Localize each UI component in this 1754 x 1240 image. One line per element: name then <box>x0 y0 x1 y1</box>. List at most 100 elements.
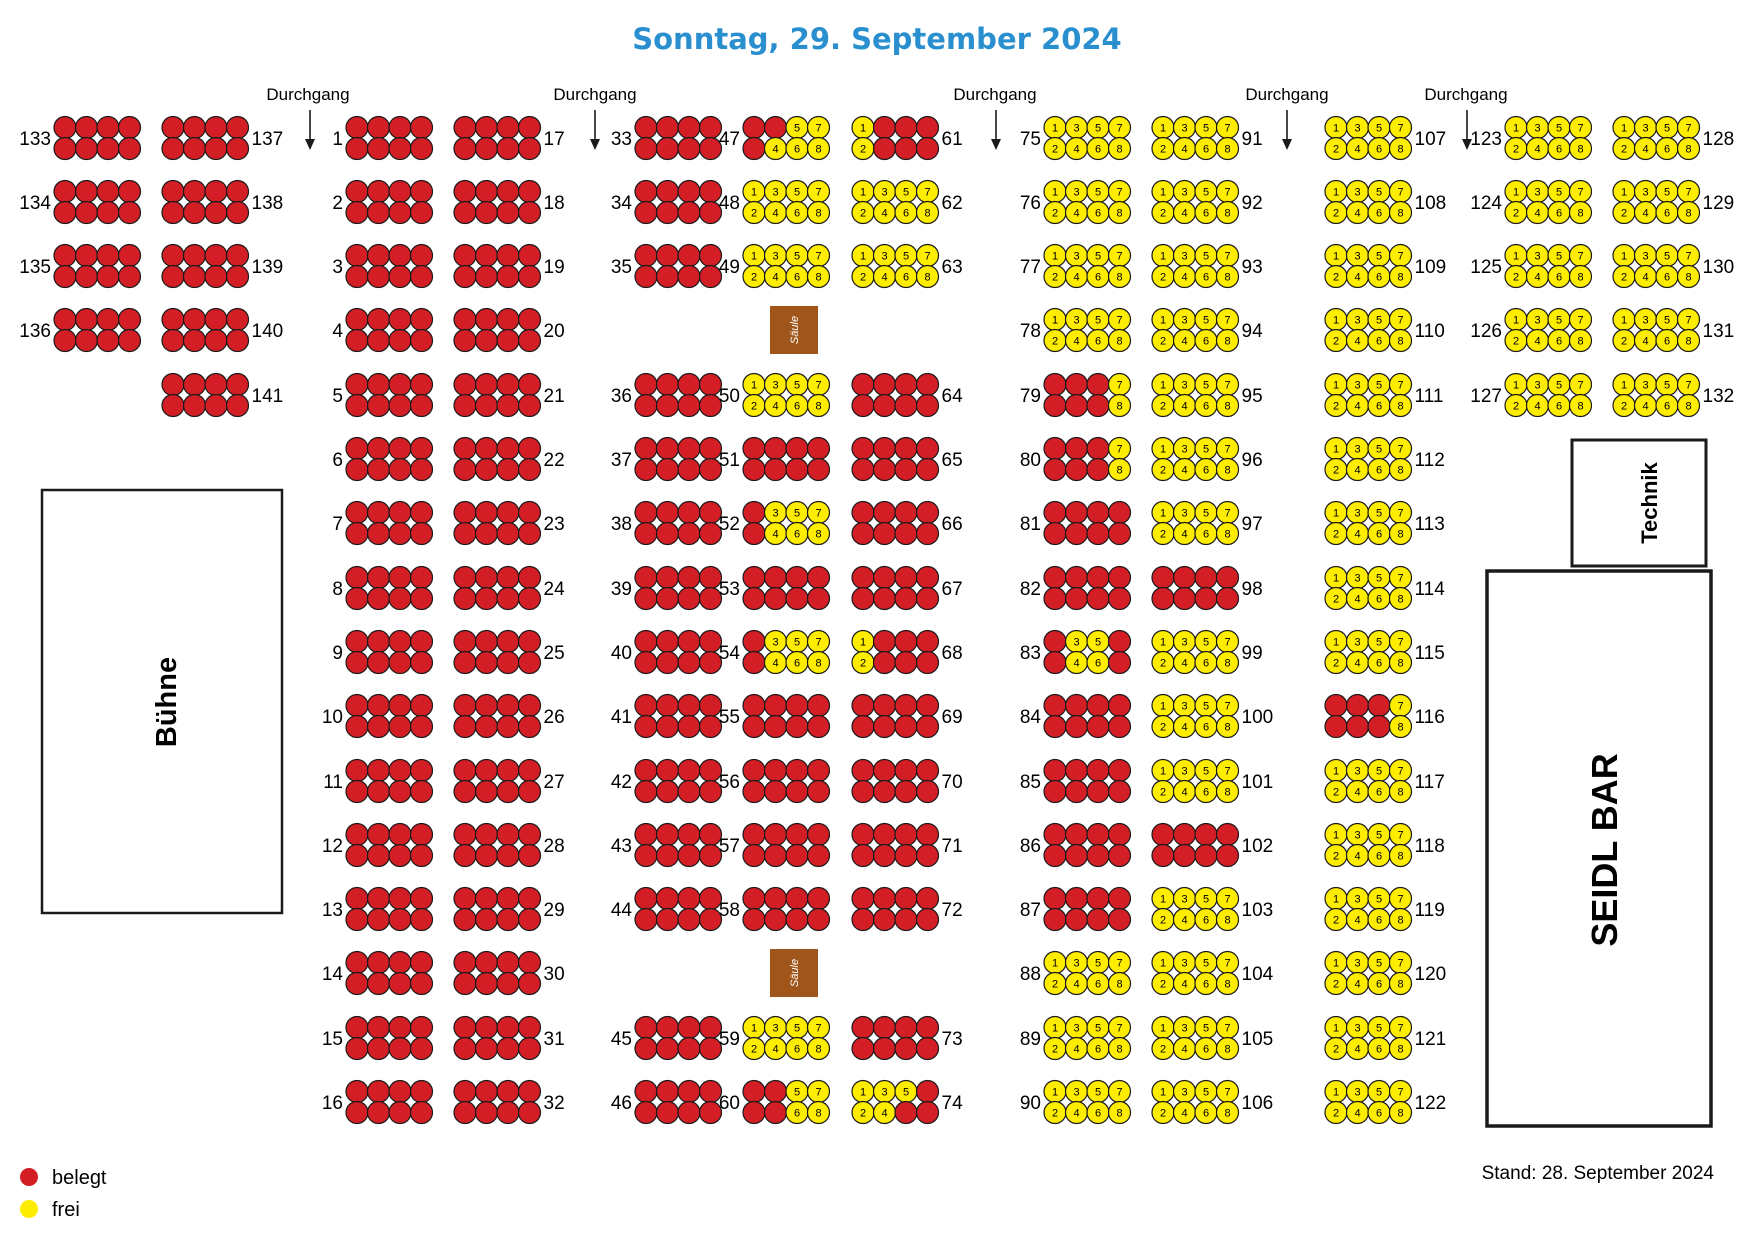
seat-free[interactable]: 1 <box>1324 822 1348 847</box>
seat-occupied[interactable] <box>915 693 940 718</box>
seat-occupied[interactable] <box>204 393 228 418</box>
seat-free[interactable]: 6 <box>1086 650 1110 675</box>
seat-occupied[interactable] <box>409 264 434 289</box>
seat-free[interactable]: 8 <box>1107 457 1132 482</box>
seat-free[interactable]: 3 <box>1064 1079 1089 1104</box>
seat-occupied[interactable] <box>742 565 766 590</box>
seat-free[interactable]: 3 <box>1172 500 1197 525</box>
seat-occupied[interactable] <box>366 565 391 590</box>
seat-free[interactable]: 3 <box>1345 950 1370 975</box>
seat-free[interactable]: 8 <box>1676 393 1701 418</box>
seat-free[interactable]: 3 <box>1633 179 1658 204</box>
seat-free[interactable]: 2 <box>1151 521 1175 546</box>
seat-free[interactable]: 6 <box>1655 393 1679 418</box>
seat-occupied[interactable] <box>225 115 250 140</box>
seat-occupied[interactable] <box>496 1100 520 1125</box>
seat-free[interactable]: 8 <box>1215 650 1240 675</box>
seat-occupied[interactable] <box>915 907 940 932</box>
seat-free[interactable]: 1 <box>851 243 875 268</box>
seat-free[interactable]: 7 <box>1388 179 1413 204</box>
seat-free[interactable]: 4 <box>1064 1100 1089 1125</box>
seat-occupied[interactable] <box>634 136 658 161</box>
seat-occupied[interactable] <box>517 115 542 140</box>
seat-occupied[interactable] <box>1064 500 1089 525</box>
seat-occupied[interactable] <box>474 500 499 525</box>
seat-occupied[interactable] <box>1043 886 1067 911</box>
table-128[interactable]: 1 3 5 72 4 6 8 128 <box>1612 115 1734 161</box>
seat-occupied[interactable] <box>851 693 875 718</box>
seat-free[interactable]: 2 <box>1151 714 1175 739</box>
seat-free[interactable]: 2 <box>1324 457 1348 482</box>
seat-free[interactable]: 1 <box>1151 372 1175 397</box>
seat-occupied[interactable] <box>1151 565 1175 590</box>
seat-occupied[interactable] <box>345 822 369 847</box>
seat-occupied[interactable] <box>517 1100 542 1125</box>
seat-occupied[interactable] <box>806 457 831 482</box>
seat-occupied[interactable] <box>677 779 701 804</box>
seat-free[interactable]: 7 <box>806 115 831 140</box>
seat-occupied[interactable] <box>409 115 434 140</box>
seat-free[interactable]: 6 <box>1367 393 1391 418</box>
seat-free[interactable]: 3 <box>1064 243 1089 268</box>
seat-occupied[interactable] <box>366 779 391 804</box>
seat-occupied[interactable] <box>1215 586 1240 611</box>
seat-occupied[interactable] <box>894 372 918 397</box>
seat-free[interactable]: 4 <box>1525 136 1550 161</box>
seat-free[interactable]: 1 <box>1151 950 1175 975</box>
seat-free[interactable]: 7 <box>1107 1015 1132 1040</box>
seat-occupied[interactable] <box>517 950 542 975</box>
seat-occupied[interactable] <box>517 629 542 654</box>
seat-free[interactable]: 2 <box>1043 1100 1067 1125</box>
seat-occupied[interactable] <box>872 500 897 525</box>
seat-occupied[interactable] <box>915 136 940 161</box>
seat-occupied[interactable] <box>161 328 185 353</box>
seat-occupied[interactable] <box>225 136 250 161</box>
seat-occupied[interactable] <box>763 714 788 739</box>
seat-occupied[interactable] <box>915 714 940 739</box>
seat-free[interactable]: 8 <box>1388 393 1413 418</box>
seat-occupied[interactable] <box>496 500 520 525</box>
seat-occupied[interactable] <box>634 393 658 418</box>
seat-occupied[interactable] <box>894 521 918 546</box>
seat-occupied[interactable] <box>366 393 391 418</box>
seat-occupied[interactable] <box>117 115 142 140</box>
seat-occupied[interactable] <box>409 1100 434 1125</box>
seat-occupied[interactable] <box>453 1036 477 1061</box>
seat-free[interactable]: 5 <box>894 243 918 268</box>
table-83[interactable]: 3 54 683 <box>1020 629 1132 675</box>
seat-free[interactable]: 1 <box>851 179 875 204</box>
seat-free[interactable]: 5 <box>1086 115 1110 140</box>
seat-free[interactable]: 1 <box>1612 115 1636 140</box>
seat-free[interactable]: 6 <box>785 650 809 675</box>
seat-free[interactable]: 4 <box>1633 393 1658 418</box>
seat-occupied[interactable] <box>96 179 120 204</box>
seat-occupied[interactable] <box>698 200 723 225</box>
seat-free[interactable]: 5 <box>1655 179 1679 204</box>
seat-occupied[interactable] <box>474 843 499 868</box>
seat-free[interactable]: 6 <box>1367 521 1391 546</box>
seat-free[interactable]: 2 <box>1043 328 1067 353</box>
seat-free[interactable]: 5 <box>785 372 809 397</box>
seat-free[interactable]: 7 <box>1388 243 1413 268</box>
seat-occupied[interactable] <box>763 565 788 590</box>
seat-occupied[interactable] <box>366 650 391 675</box>
seat-occupied[interactable] <box>1107 886 1132 911</box>
seat-occupied[interactable] <box>453 586 477 611</box>
seat-occupied[interactable] <box>409 758 434 783</box>
seat-occupied[interactable] <box>474 136 499 161</box>
seat-free[interactable]: 3 <box>1172 950 1197 975</box>
seat-free[interactable]: 7 <box>1107 372 1132 397</box>
seat-occupied[interactable] <box>872 115 897 140</box>
seat-occupied[interactable] <box>453 758 477 783</box>
seat-occupied[interactable] <box>453 650 477 675</box>
seat-free[interactable]: 4 <box>1345 200 1370 225</box>
seat-occupied[interactable] <box>474 372 499 397</box>
seat-free[interactable]: 3 <box>1345 1079 1370 1104</box>
seat-occupied[interactable] <box>366 714 391 739</box>
seat-occupied[interactable] <box>677 1015 701 1040</box>
seat-occupied[interactable] <box>742 693 766 718</box>
seat-occupied[interactable] <box>851 886 875 911</box>
seat-occupied[interactable] <box>161 307 185 332</box>
seat-occupied[interactable] <box>785 693 809 718</box>
seat-occupied[interactable] <box>851 521 875 546</box>
